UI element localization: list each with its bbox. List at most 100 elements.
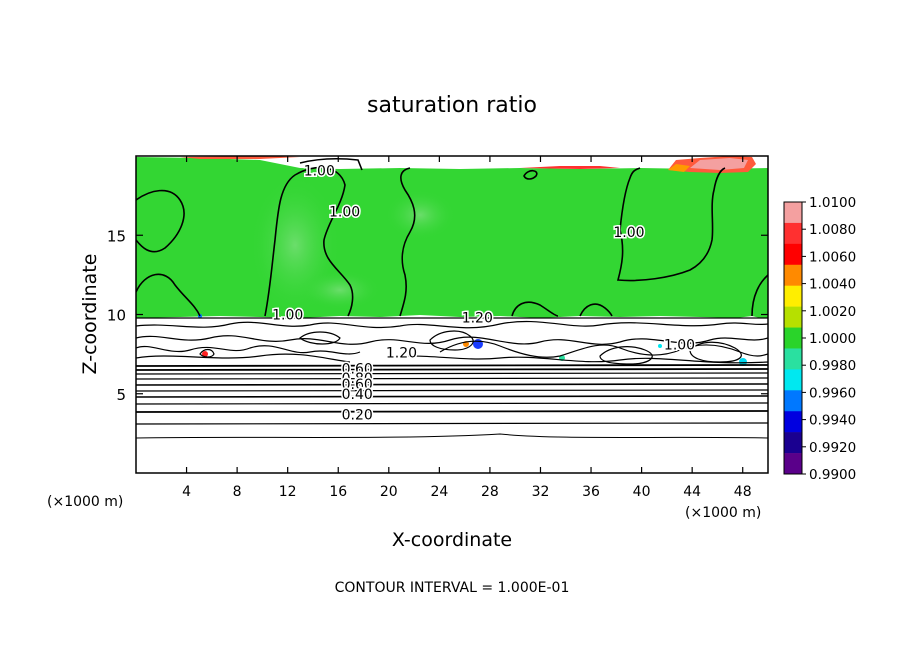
contour-line xyxy=(264,166,354,317)
colorbar-label: 1.0100 xyxy=(809,195,856,211)
contour-label: 0.20 xyxy=(342,407,373,423)
contour-line xyxy=(136,335,768,345)
x-unit-left: (×1000 m) xyxy=(47,494,123,510)
contour-label: 1.00 xyxy=(613,225,644,241)
contour-line xyxy=(689,341,742,363)
x-tick-label: 36 xyxy=(582,484,600,500)
contour-label: 0.60 xyxy=(342,361,373,377)
contour-line xyxy=(619,167,641,231)
colorbar-swatch xyxy=(784,327,802,349)
colorbar-swatch xyxy=(784,306,802,328)
x-tick-label: 20 xyxy=(380,484,398,500)
contour-line xyxy=(299,157,363,171)
contour-line xyxy=(136,372,768,375)
contours-lower xyxy=(136,317,768,365)
speck-red xyxy=(202,351,208,357)
colorbar-label: 0.9900 xyxy=(809,467,856,483)
contours-upper xyxy=(136,157,768,317)
contour-line xyxy=(136,422,768,425)
y-tick-label: 5 xyxy=(116,386,126,404)
green-blob xyxy=(385,190,455,240)
plot-area: 1.00 1.00 1.00 1.00 1.20 1.20 1.00 0.600.800.60… xyxy=(136,156,768,473)
speck-cyan xyxy=(739,358,747,366)
colorbar-swatch xyxy=(784,243,802,266)
speck-blue xyxy=(473,339,483,349)
colorbar: 1.0100 1.0080 1.0060 1.0040 1.0020 1.0000 0.99… xyxy=(783,195,856,483)
contour-line xyxy=(136,402,768,405)
colorbar-label: 1.0040 xyxy=(809,277,856,293)
top-white-strip xyxy=(136,156,768,169)
contour-label: 1.00 xyxy=(304,163,335,179)
colorbar-label: 0.9940 xyxy=(809,413,856,429)
x-tick-label: 16 xyxy=(329,484,347,500)
x-tick-label: 24 xyxy=(430,484,448,500)
colorbar-swatch xyxy=(784,285,802,307)
contour-line xyxy=(136,320,768,329)
green-blob xyxy=(300,270,380,310)
y-tick-label: 10 xyxy=(107,307,126,325)
contour-line xyxy=(299,331,341,345)
colorbar-swatch xyxy=(784,453,802,475)
colorbar-label: 1.0020 xyxy=(809,304,856,320)
contour-line xyxy=(136,377,768,380)
contour-line xyxy=(136,273,201,317)
x-tick-label: 44 xyxy=(683,484,701,500)
contour-label: 1.00 xyxy=(272,308,303,324)
colorbar-swatch xyxy=(784,432,802,454)
contour-line xyxy=(136,368,768,371)
x-tick-label: 32 xyxy=(532,484,550,500)
x-tick-label: 8 xyxy=(233,484,242,500)
y-axis: 5 10 15 xyxy=(107,227,768,404)
colorbar-label: 1.0060 xyxy=(809,249,856,265)
contour-line xyxy=(429,330,474,351)
hotspot-pink xyxy=(690,158,748,170)
contour-line xyxy=(579,303,613,317)
colorbar-label: 0.9960 xyxy=(809,385,856,401)
contour-line xyxy=(616,167,726,282)
colorbar-label: 1.0000 xyxy=(809,331,856,347)
contour-line xyxy=(136,410,768,413)
contour-label: 0.60 xyxy=(342,377,373,393)
x-tick-label: 12 xyxy=(279,484,297,500)
x-axis-label: X-coordinate xyxy=(392,529,512,551)
contour-labels: 1.00 1.00 1.00 1.00 1.20 1.20 1.00 0.600.800.60… xyxy=(271,162,697,425)
x-tick-label: 28 xyxy=(481,484,499,500)
speck-cyan xyxy=(658,344,662,348)
contour-label: 1.00 xyxy=(329,204,360,220)
contours-strata xyxy=(136,364,768,439)
contour-label: 1.00 xyxy=(664,338,695,354)
x-axis: 4 8 12 16 20 24 28 32 36 40 44 48 xyxy=(182,156,752,500)
contour-line xyxy=(523,169,538,180)
green-layer xyxy=(136,156,768,318)
colorbar-swatch xyxy=(784,369,802,391)
colorbar-label: 1.0080 xyxy=(809,222,856,238)
colorbar-label: 0.9920 xyxy=(809,440,856,456)
colorbar-swatch xyxy=(784,264,802,286)
contour-line xyxy=(511,301,559,317)
colorbar-swatch xyxy=(784,202,802,224)
contour-line xyxy=(136,389,768,392)
x-tick-label: 4 xyxy=(182,484,191,500)
contour-label: 1.20 xyxy=(386,346,417,362)
x-tick-label: 40 xyxy=(633,484,651,500)
hotspot-orange xyxy=(668,164,690,172)
y-axis-label: Z-coordinate xyxy=(79,254,101,375)
x-unit-right: (×1000 m) xyxy=(685,505,761,521)
contour-line xyxy=(136,383,768,386)
contour-label: 0.40 xyxy=(342,387,373,403)
top-mid-red xyxy=(520,166,620,169)
contour-label: 0.80 xyxy=(342,371,373,387)
contour-line xyxy=(199,348,215,358)
contour-line xyxy=(751,274,768,317)
contour-line xyxy=(399,167,416,317)
contour-line xyxy=(136,189,185,253)
colorbar-swatch xyxy=(784,390,802,412)
colorbar-label: 0.9980 xyxy=(809,358,856,374)
colorbar-swatch xyxy=(784,411,802,433)
contour-line xyxy=(136,364,768,367)
contour-interval-note: CONTOUR INTERVAL = 1.000E-01 xyxy=(335,580,570,596)
contour-line xyxy=(136,433,768,439)
y-tick-label: 15 xyxy=(107,227,126,245)
contour-line xyxy=(389,355,768,364)
